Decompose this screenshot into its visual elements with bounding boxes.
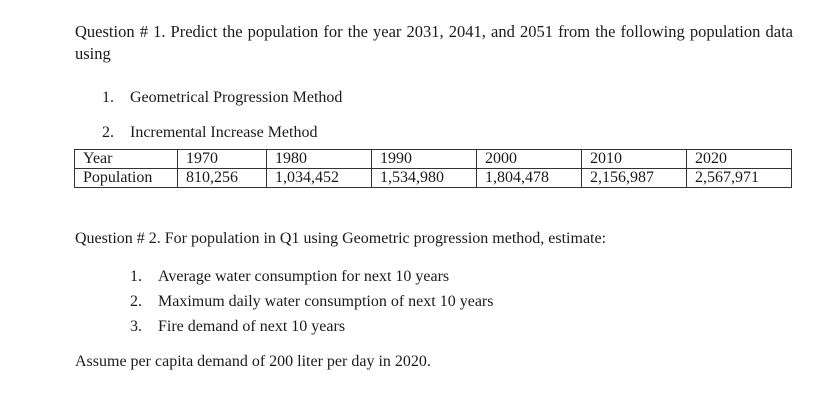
- table-header-population: Population: [74, 168, 178, 188]
- table-cell-year: 2020: [685, 149, 793, 169]
- list-item-label: Fire demand of next 10 years: [158, 318, 346, 335]
- list-item: 2. Maximum daily water consumption of ne…: [130, 289, 493, 314]
- table-cell-year: 2010: [580, 149, 687, 169]
- list-item-number: 2.: [130, 293, 142, 310]
- table-row-population: Population 810,256 1,034,452 1,534,980 1…: [74, 168, 793, 188]
- table-cell-year: 1980: [266, 149, 373, 169]
- list-item: 1. Geometrical Progression Method: [102, 80, 342, 115]
- table-cell-population: 2,567,971: [685, 168, 793, 188]
- list-item-number: 1.: [130, 268, 142, 285]
- question-1-text: Question # 1. Predict the population for…: [75, 22, 793, 63]
- population-table: Year 1970 1980 1990 2000 2010 2020 Popul…: [74, 149, 793, 188]
- question-2-text: Question # 2. For population in Q1 using…: [75, 230, 607, 247]
- list-item: 1. Average water consumption for next 10…: [130, 264, 493, 289]
- table-header-year: Year: [74, 149, 178, 169]
- list-item-label: Average water consumption for next 10 ye…: [158, 268, 450, 285]
- list-item-number: 3.: [130, 318, 142, 335]
- table-cell-population: 1,804,478: [476, 168, 582, 188]
- list-item: 2. Incremental Increase Method: [102, 115, 342, 150]
- table-cell-year: 2000: [476, 149, 582, 169]
- table-cell-population: 1,034,452: [266, 168, 373, 188]
- question-2-items-list: 1. Average water consumption for next 10…: [130, 264, 493, 339]
- list-item-label: Incremental Increase Method: [130, 124, 318, 141]
- list-item-number: 2.: [102, 124, 114, 141]
- table-cell-year: 1970: [176, 149, 268, 169]
- list-item-label: Maximum daily water consumption of next …: [158, 293, 494, 310]
- list-item-label: Geometrical Progression Method: [130, 89, 343, 106]
- assumption-text: Assume per capita demand of 200 liter pe…: [75, 353, 431, 370]
- table-row-year: Year 1970 1980 1990 2000 2010 2020: [74, 149, 793, 169]
- table-cell-population: 2,156,987: [580, 168, 687, 188]
- table-cell-year: 1990: [371, 149, 477, 169]
- table-cell-population: 810,256: [176, 168, 268, 188]
- table-cell-population: 1,534,980: [371, 168, 477, 188]
- list-item: 3. Fire demand of next 10 years: [130, 314, 493, 339]
- list-item-number: 1.: [102, 89, 114, 106]
- question-1-methods-list: 1. Geometrical Progression Method 2. Inc…: [102, 80, 342, 150]
